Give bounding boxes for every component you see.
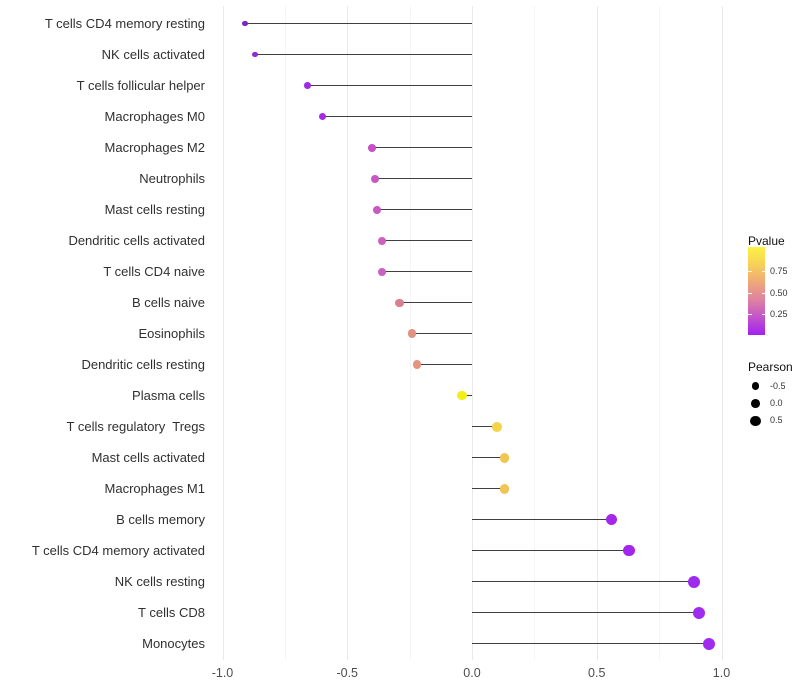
lollipop-dot	[687, 575, 701, 588]
category-label: Dendritic cells activated	[68, 232, 205, 248]
category-label: T cells CD8	[138, 604, 205, 620]
category-label: T cells CD4 memory resting	[44, 15, 205, 31]
gridline-major	[472, 6, 473, 660]
colorbar-tick	[761, 293, 765, 294]
lollipop-stem	[322, 115, 472, 118]
category-label: Macrophages M0	[104, 108, 205, 124]
x-tick-label: 0.0	[463, 666, 481, 680]
lollipop-stem	[254, 53, 472, 56]
category-label: B cells memory	[116, 511, 205, 527]
category-label: B cells naive	[132, 294, 205, 310]
x-tick-label: -1.0	[211, 666, 234, 680]
lollipop-dot	[492, 421, 502, 432]
lollipop-dot	[702, 637, 716, 650]
category-label: Plasma cells	[132, 387, 205, 403]
pvalue-tick-label: 0.50	[770, 288, 788, 298]
category-label: Dendritic cells resting	[81, 356, 205, 372]
pearson-size-dot	[751, 398, 760, 408]
gridline-minor	[659, 6, 661, 660]
lollipop-dot	[368, 143, 377, 152]
x-tick-label: -0.5	[336, 666, 359, 680]
lollipop-dot	[499, 483, 510, 494]
pearson-size-label: -0.5	[770, 380, 786, 391]
category-label: T cells regulatory Tregs	[66, 418, 205, 434]
x-tick-label: 0.5	[588, 666, 606, 680]
lollipop-stem	[472, 425, 497, 428]
lollipop-dot	[318, 113, 326, 121]
lollipop-stem	[462, 394, 472, 397]
category-label: Neutrophils	[139, 170, 205, 186]
category-label: Macrophages M1	[104, 480, 205, 496]
lollipop-stem	[417, 363, 472, 366]
gridline-minor	[534, 6, 536, 660]
colorbar-tick	[761, 271, 765, 272]
lollipop-stem	[472, 549, 630, 552]
lollipop-dot	[395, 298, 404, 307]
lollipop-dot	[407, 329, 417, 338]
lollipop-dot	[370, 174, 379, 183]
lollipop-stem	[472, 487, 505, 490]
lollipop-stem	[412, 332, 472, 335]
colorbar-tick	[761, 314, 765, 315]
lollipop-stem	[472, 580, 695, 583]
category-label: Macrophages M2	[104, 139, 205, 155]
lollipop-stem	[382, 239, 472, 242]
lollipop-stem	[472, 456, 505, 459]
lollipop-dot	[373, 205, 382, 214]
lollipop-stem	[244, 22, 472, 25]
pvalue-legend-title: Pvalue	[748, 234, 785, 248]
lollipop-stem	[472, 611, 700, 614]
pvalue-colorbar	[748, 247, 765, 335]
lollipop-stem	[472, 518, 612, 521]
category-label: Monocytes	[142, 635, 205, 651]
lollipop-stem	[372, 146, 472, 149]
lollipop-dot	[623, 544, 635, 557]
colorbar-tick	[748, 293, 752, 294]
lollipop-dot	[252, 51, 258, 58]
gridline-minor	[284, 6, 286, 660]
pvalue-tick-label: 0.25	[770, 309, 788, 319]
category-label: Eosinophils	[138, 325, 206, 341]
x-tick-label: 1.0	[712, 666, 731, 680]
colorbar-tick	[748, 314, 752, 315]
lollipop-dot	[378, 267, 387, 276]
lollipop-dot	[692, 606, 706, 619]
category-label: Mast cells resting	[104, 201, 205, 217]
colorbar-tick	[748, 271, 752, 272]
lollipop-stem	[307, 84, 472, 87]
lollipop-stem	[399, 301, 472, 304]
pearson-legend-title: Pearson	[748, 360, 793, 374]
pvalue-tick-label: 0.75	[770, 266, 788, 276]
category-label: Mast cells activated	[91, 449, 205, 465]
lollipop-stem	[382, 270, 472, 273]
lollipop-dot	[304, 82, 311, 90]
lollipop-dot	[606, 514, 618, 526]
lollipop-stem	[374, 177, 472, 180]
lollipop-dot	[457, 391, 467, 401]
lollipop-dot	[378, 236, 387, 245]
lollipop-stem	[472, 642, 710, 645]
lollipop-dot	[242, 21, 248, 27]
category-label: T cells CD4 naive	[103, 263, 205, 279]
gridline-major	[222, 6, 224, 660]
pearson-size-dot	[750, 415, 761, 426]
category-label: T cells CD4 memory activated	[31, 542, 205, 558]
pearson-size-dot	[751, 382, 760, 390]
pearson-size-label: 0.0	[770, 397, 783, 408]
pearson-size-label: 0.5	[770, 415, 783, 426]
lollipop-dot	[499, 452, 510, 463]
category-label: T cells follicular helper	[76, 77, 205, 93]
gridline-major	[347, 6, 349, 660]
category-label: NK cells resting	[114, 573, 205, 589]
lollipop-stem	[377, 208, 472, 211]
lollipop-dot	[412, 360, 422, 369]
category-label: NK cells activated	[101, 46, 205, 62]
gridline-major	[721, 6, 723, 660]
gridline-major	[596, 6, 598, 660]
